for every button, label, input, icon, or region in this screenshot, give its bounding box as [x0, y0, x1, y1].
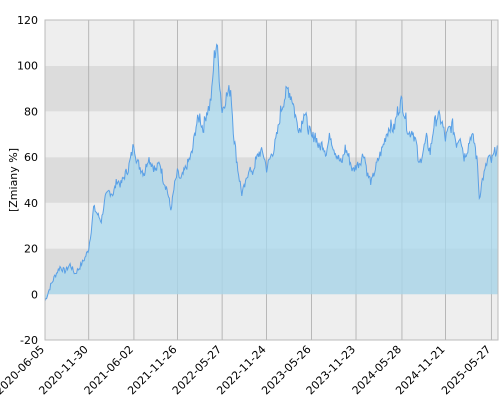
y-axis-ticks: -20 0 20 40 60 80 100 120: [17, 14, 38, 347]
x-tick-label: 2025-05-27: [439, 343, 493, 397]
y-tick-label: 0: [31, 288, 38, 301]
grid-band: [45, 20, 498, 66]
x-axis-ticks: 2020-06-052020-11-302021-06-022021-11-26…: [0, 343, 493, 397]
y-tick-label: 120: [17, 14, 38, 27]
y-tick-label: 60: [24, 151, 38, 164]
y-tick-label: 100: [17, 60, 38, 73]
series-area: [45, 44, 498, 302]
y-tick-label: 20: [24, 243, 38, 256]
y-tick-label: 40: [24, 197, 38, 210]
y-axis-label: [Zmiany %]: [7, 148, 20, 212]
grid-band: [45, 294, 498, 340]
series-line: [44, 43, 499, 302]
y-tick-label: 80: [24, 105, 38, 118]
plot-frame: [44, 19, 499, 341]
grid-band: [45, 65, 498, 112]
series-area-fill: [45, 44, 498, 302]
series-line-group: [44, 19, 499, 341]
grid-band: [45, 111, 498, 158]
y-tick-label: -20: [20, 334, 38, 347]
